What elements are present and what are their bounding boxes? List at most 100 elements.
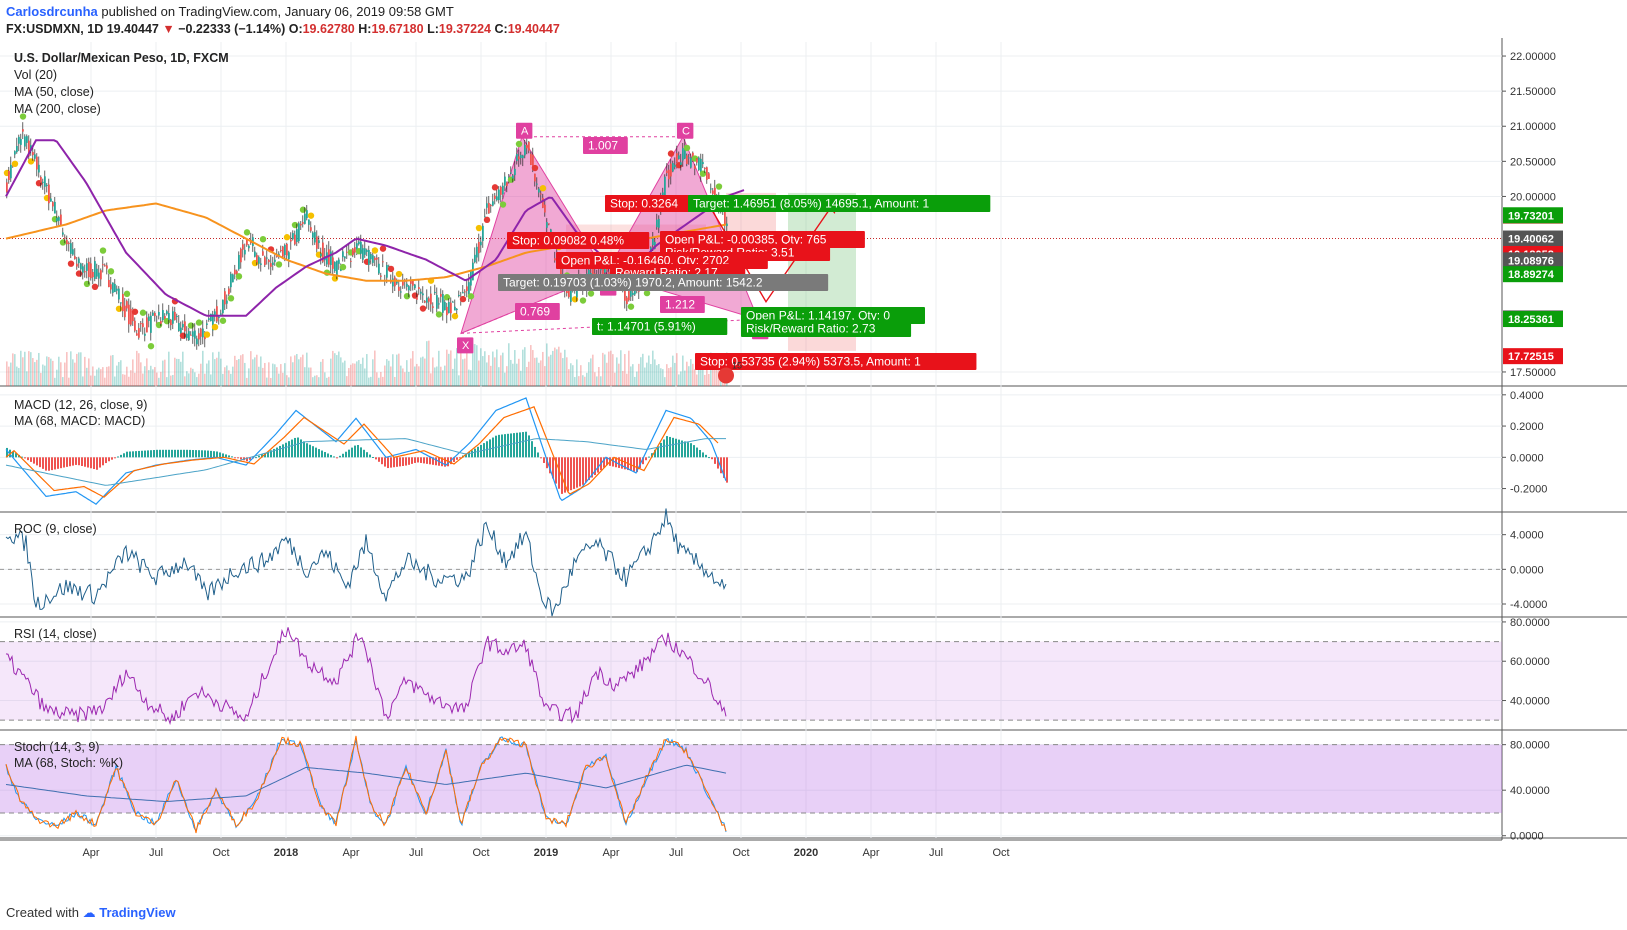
candle-body bbox=[130, 308, 132, 325]
volume-bar bbox=[264, 362, 266, 386]
macd-histogram-bar bbox=[603, 457, 605, 468]
candle-body bbox=[406, 283, 408, 287]
volume-bar bbox=[496, 349, 498, 386]
candle-body bbox=[14, 151, 16, 155]
candle-body bbox=[378, 263, 380, 274]
volume-bar bbox=[502, 352, 504, 386]
volume-bar bbox=[478, 360, 480, 386]
macd-histogram-bar bbox=[141, 450, 143, 458]
trade-label: Risk/Reward Ratio: 2.73 bbox=[746, 322, 876, 336]
volume-bar bbox=[608, 351, 610, 386]
macd-histogram-bar bbox=[45, 457, 47, 471]
volume-bar bbox=[326, 377, 328, 386]
volume-bar bbox=[522, 349, 524, 386]
volume-bar bbox=[716, 363, 718, 386]
macd-histogram-bar bbox=[381, 457, 383, 465]
volume-bar bbox=[152, 369, 154, 386]
candle-body bbox=[370, 253, 372, 260]
candle-body bbox=[144, 333, 146, 336]
stoch-title: Stoch (14, 3, 9) bbox=[14, 740, 99, 754]
volume-bar bbox=[98, 367, 100, 386]
volume-bar bbox=[104, 377, 106, 386]
legend-ma200: MA (200, close) bbox=[14, 102, 101, 116]
candle-body bbox=[724, 208, 726, 226]
volume-bar bbox=[210, 374, 212, 386]
macd-histogram-bar bbox=[147, 450, 149, 458]
macd-histogram-bar bbox=[534, 446, 536, 458]
legend-vol: Vol (20) bbox=[14, 68, 57, 82]
volume-bar bbox=[356, 361, 358, 386]
macd-histogram-bar bbox=[78, 457, 80, 466]
volume-bar bbox=[20, 350, 22, 386]
volume-bar bbox=[106, 366, 108, 386]
volume-bar bbox=[366, 354, 368, 386]
candle-body bbox=[554, 258, 556, 261]
candle-body bbox=[656, 219, 658, 228]
macd-histogram-bar bbox=[57, 457, 59, 469]
y-tick-label: -4.0000 bbox=[1510, 599, 1547, 611]
candle-body bbox=[432, 306, 434, 308]
candle-body bbox=[94, 261, 96, 279]
volume-bar bbox=[180, 361, 182, 386]
volume-bar bbox=[188, 373, 190, 386]
candle-body bbox=[632, 292, 634, 295]
candle-body bbox=[296, 229, 298, 242]
macd-histogram-bar bbox=[528, 435, 530, 458]
volume-bar bbox=[596, 376, 598, 386]
macd-histogram-bar bbox=[393, 457, 395, 468]
volume-bar bbox=[216, 357, 218, 386]
signal-dot bbox=[435, 311, 443, 318]
author-link[interactable]: Carlosdrcunha bbox=[6, 4, 98, 19]
volume-bar bbox=[394, 376, 396, 386]
macd-histogram-bar bbox=[519, 432, 521, 458]
trade-label-bg bbox=[498, 274, 829, 291]
volume-bar bbox=[284, 363, 286, 386]
candle-body bbox=[56, 217, 58, 222]
candle-body bbox=[670, 163, 672, 177]
macd-histogram-bar bbox=[72, 457, 74, 466]
signal-dot bbox=[179, 332, 187, 339]
volume-bars bbox=[6, 340, 728, 386]
volume-bar bbox=[626, 373, 628, 386]
volume-bar bbox=[266, 377, 268, 386]
y-tick-label: 0.0000 bbox=[1510, 831, 1544, 843]
ratio-label: 1.212 bbox=[665, 298, 695, 312]
volume-bar bbox=[648, 355, 650, 386]
signal-dot bbox=[83, 280, 91, 288]
volume-bar bbox=[220, 358, 222, 386]
volume-bar bbox=[170, 375, 172, 386]
candle-body bbox=[120, 302, 122, 304]
volume-bar bbox=[656, 365, 658, 386]
footer-brand[interactable]: TradingView bbox=[99, 905, 176, 920]
volume-bar bbox=[204, 373, 206, 386]
signal-dot bbox=[107, 268, 115, 275]
candle-body bbox=[266, 257, 268, 259]
macd-histogram-bar bbox=[531, 441, 533, 458]
candle-body bbox=[520, 154, 522, 159]
candle-body bbox=[568, 285, 570, 298]
volume-bar bbox=[134, 372, 136, 386]
volume-bar bbox=[590, 358, 592, 386]
volume-bar bbox=[414, 366, 416, 386]
volume-bar bbox=[200, 363, 202, 386]
volume-bar bbox=[520, 370, 522, 386]
candle-body bbox=[220, 313, 222, 315]
candle-body bbox=[712, 190, 714, 194]
volume-bar bbox=[248, 368, 250, 386]
candle-body bbox=[530, 153, 532, 166]
volume-bar bbox=[30, 352, 32, 386]
candle-body bbox=[434, 291, 436, 293]
volume-bar bbox=[112, 355, 114, 386]
volume-bar bbox=[586, 372, 588, 386]
candle-body bbox=[146, 317, 148, 333]
volume-bar bbox=[374, 350, 376, 386]
candle-body bbox=[544, 204, 546, 213]
volume-bar bbox=[592, 354, 594, 386]
candle-body bbox=[362, 248, 364, 260]
volume-bar bbox=[226, 365, 228, 386]
volume-bar bbox=[682, 355, 684, 386]
signal-dot bbox=[475, 224, 483, 232]
volume-bar bbox=[196, 377, 198, 386]
candle-body bbox=[182, 323, 184, 328]
